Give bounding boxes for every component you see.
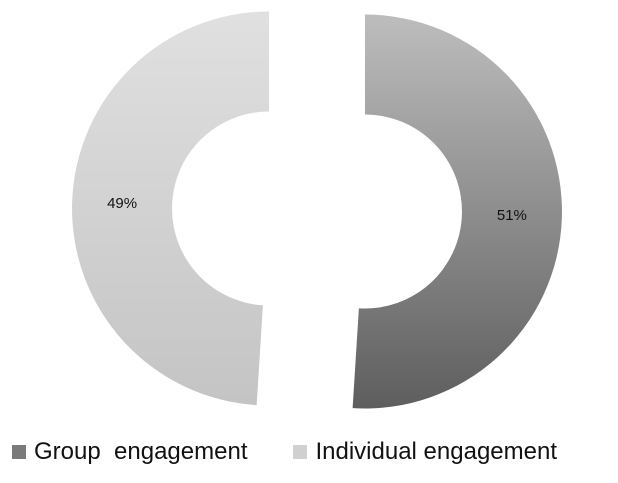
slice-individual bbox=[72, 11, 270, 406]
legend-label-individual: Individual engagement bbox=[315, 438, 557, 465]
slice-group bbox=[352, 14, 562, 409]
legend-item-individual: Individual engagement bbox=[293, 438, 557, 466]
legend-label-group: Group engagement bbox=[34, 438, 248, 465]
legend-swatch-individual bbox=[293, 445, 308, 459]
slice-label-individual: 49% bbox=[107, 195, 137, 212]
slice-label-group: 51% bbox=[497, 207, 527, 224]
donut-chart: 51% 49% bbox=[72, 11, 562, 409]
legend: Group engagement Individual engagement bbox=[12, 432, 612, 472]
legend-item-group: Group engagement bbox=[12, 438, 247, 466]
legend-swatch-group bbox=[12, 445, 26, 459]
